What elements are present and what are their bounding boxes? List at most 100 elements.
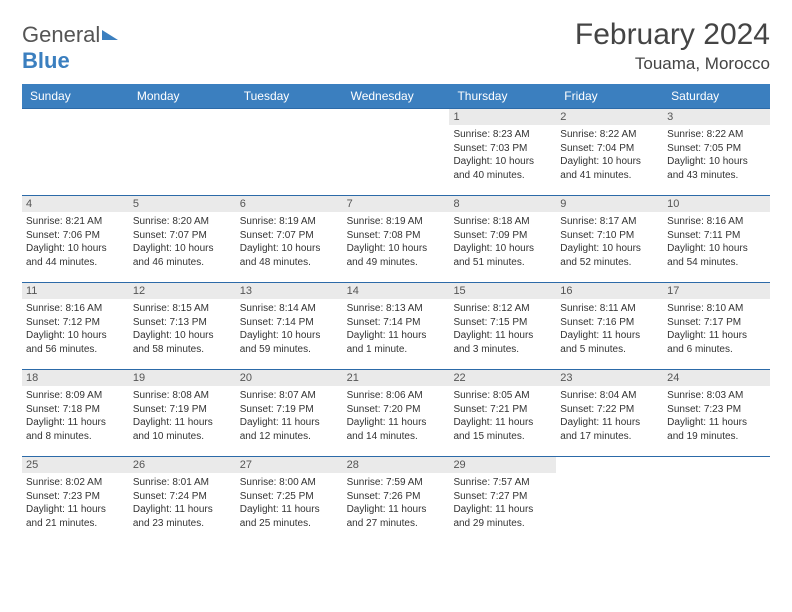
page-title: February 2024 — [575, 18, 770, 52]
page-subtitle: Touama, Morocco — [575, 54, 770, 74]
daylight-text: Daylight: 10 hours and 56 minutes. — [26, 329, 125, 356]
sunrise-text: Sunrise: 8:22 AM — [667, 128, 766, 142]
sunrise-text: Sunrise: 8:12 AM — [453, 302, 552, 316]
calendar-table: Sunday Monday Tuesday Wednesday Thursday… — [22, 84, 770, 543]
sunset-text: Sunset: 7:07 PM — [240, 229, 339, 243]
daylight-text: Daylight: 11 hours and 21 minutes. — [26, 503, 125, 530]
sunset-text: Sunset: 7:03 PM — [453, 142, 552, 156]
day-number: 16 — [556, 283, 663, 299]
daylight-text: Daylight: 10 hours and 43 minutes. — [667, 155, 766, 182]
calendar-day-cell — [663, 457, 770, 543]
day-number — [236, 109, 343, 125]
sunset-text: Sunset: 7:17 PM — [667, 316, 766, 330]
day-number: 1 — [449, 109, 556, 125]
calendar-day-cell: 7Sunrise: 8:19 AMSunset: 7:08 PMDaylight… — [343, 196, 450, 282]
day-details: Sunrise: 8:21 AMSunset: 7:06 PMDaylight:… — [22, 212, 129, 275]
sunset-text: Sunset: 7:18 PM — [26, 403, 125, 417]
day-number: 21 — [343, 370, 450, 386]
sunset-text: Sunset: 7:09 PM — [453, 229, 552, 243]
calendar-day-cell: 12Sunrise: 8:15 AMSunset: 7:13 PMDayligh… — [129, 283, 236, 369]
sunset-text: Sunset: 7:10 PM — [560, 229, 659, 243]
calendar-day-cell: 1 Sunrise: 8:23 AMSunset: 7:03 PMDaylight… — [449, 109, 556, 195]
day-details: Sunrise: 8:16 AMSunset: 7:12 PMDaylight:… — [22, 299, 129, 362]
day-number: 15 — [449, 283, 556, 299]
sunrise-text: Sunrise: 8:23 AM — [453, 128, 552, 142]
sunset-text: Sunset: 7:23 PM — [26, 490, 125, 504]
sunset-text: Sunset: 7:26 PM — [347, 490, 446, 504]
calendar-day-cell: 28Sunrise: 7:59 AMSunset: 7:26 PMDayligh… — [343, 457, 450, 543]
weekday-header: Friday — [556, 84, 663, 108]
day-details: Sunrise: 8:20 AMSunset: 7:07 PMDaylight:… — [129, 212, 236, 275]
day-number: 12 — [129, 283, 236, 299]
sunrise-text: Sunrise: 7:57 AM — [453, 476, 552, 490]
calendar-day-cell: 10Sunrise: 8:16 AMSunset: 7:11 PMDayligh… — [663, 196, 770, 282]
calendar-day-cell: 3Sunrise: 8:22 AMSunset: 7:05 PMDaylight… — [663, 109, 770, 195]
brand-text: General Blue — [22, 22, 118, 74]
calendar-day-cell: 18Sunrise: 8:09 AMSunset: 7:18 PMDayligh… — [22, 370, 129, 456]
calendar-day-cell: 2Sunrise: 8:22 AMSunset: 7:04 PMDaylight… — [556, 109, 663, 195]
day-number: 28 — [343, 457, 450, 473]
sunrise-text: Sunrise: 8:02 AM — [26, 476, 125, 490]
sunrise-text: Sunrise: 8:01 AM — [133, 476, 232, 490]
sunrise-text: Sunrise: 8:11 AM — [560, 302, 659, 316]
sunrise-text: Sunrise: 8:17 AM — [560, 215, 659, 229]
sunset-text: Sunset: 7:27 PM — [453, 490, 552, 504]
sunset-text: Sunset: 7:14 PM — [347, 316, 446, 330]
daylight-text: Daylight: 11 hours and 15 minutes. — [453, 416, 552, 443]
day-details: Sunrise: 8:00 AMSunset: 7:25 PMDaylight:… — [236, 473, 343, 536]
day-details: Sunrise: 8:08 AMSunset: 7:19 PMDaylight:… — [129, 386, 236, 449]
calendar-day-cell: 20Sunrise: 8:07 AMSunset: 7:19 PMDayligh… — [236, 370, 343, 456]
sunset-text: Sunset: 7:19 PM — [240, 403, 339, 417]
sunrise-text: Sunrise: 8:21 AM — [26, 215, 125, 229]
sunset-text: Sunset: 7:23 PM — [667, 403, 766, 417]
calendar-day-cell — [236, 109, 343, 195]
calendar-day-cell — [556, 457, 663, 543]
day-number: 26 — [129, 457, 236, 473]
daylight-text: Daylight: 11 hours and 29 minutes. — [453, 503, 552, 530]
sunset-text: Sunset: 7:11 PM — [667, 229, 766, 243]
daylight-text: Daylight: 11 hours and 8 minutes. — [26, 416, 125, 443]
day-details: Sunrise: 8:17 AMSunset: 7:10 PMDaylight:… — [556, 212, 663, 275]
sunset-text: Sunset: 7:15 PM — [453, 316, 552, 330]
day-number: 29 — [449, 457, 556, 473]
daylight-text: Daylight: 11 hours and 25 minutes. — [240, 503, 339, 530]
sunrise-text: Sunrise: 8:13 AM — [347, 302, 446, 316]
daylight-text: Daylight: 10 hours and 46 minutes. — [133, 242, 232, 269]
day-number: 5 — [129, 196, 236, 212]
calendar-week-row: 25Sunrise: 8:02 AMSunset: 7:23 PMDayligh… — [22, 456, 770, 543]
sunrise-text: Sunrise: 8:06 AM — [347, 389, 446, 403]
daylight-text: Daylight: 10 hours and 40 minutes. — [453, 155, 552, 182]
day-details: Sunrise: 8:07 AMSunset: 7:19 PMDaylight:… — [236, 386, 343, 449]
day-details: Sunrise: 8:05 AMSunset: 7:21 PMDaylight:… — [449, 386, 556, 449]
daylight-text: Daylight: 11 hours and 27 minutes. — [347, 503, 446, 530]
day-details: Sunrise: 8:22 AMSunset: 7:05 PMDaylight:… — [663, 125, 770, 188]
day-number: 20 — [236, 370, 343, 386]
brand-part2: Blue — [22, 48, 70, 73]
daylight-text: Daylight: 11 hours and 6 minutes. — [667, 329, 766, 356]
sunrise-text: Sunrise: 8:07 AM — [240, 389, 339, 403]
calendar-day-cell: 8Sunrise: 8:18 AMSunset: 7:09 PMDaylight… — [449, 196, 556, 282]
calendar-week-row: 18Sunrise: 8:09 AMSunset: 7:18 PMDayligh… — [22, 369, 770, 456]
sunrise-text: Sunrise: 8:20 AM — [133, 215, 232, 229]
day-details: Sunrise: 7:57 AMSunset: 7:27 PMDaylight:… — [449, 473, 556, 536]
day-details: Sunrise: 8:03 AMSunset: 7:23 PMDaylight:… — [663, 386, 770, 449]
day-details: Sunrise: 8:10 AMSunset: 7:17 PMDaylight:… — [663, 299, 770, 362]
calendar-day-cell: 27Sunrise: 8:00 AMSunset: 7:25 PMDayligh… — [236, 457, 343, 543]
day-number: 4 — [22, 196, 129, 212]
day-number: 18 — [22, 370, 129, 386]
daylight-text: Daylight: 11 hours and 3 minutes. — [453, 329, 552, 356]
calendar-day-cell: 13Sunrise: 8:14 AMSunset: 7:14 PMDayligh… — [236, 283, 343, 369]
daylight-text: Daylight: 11 hours and 23 minutes. — [133, 503, 232, 530]
calendar-day-cell: 6Sunrise: 8:19 AMSunset: 7:07 PMDaylight… — [236, 196, 343, 282]
calendar-week-row: 4Sunrise: 8:21 AMSunset: 7:06 PMDaylight… — [22, 195, 770, 282]
sunset-text: Sunset: 7:08 PM — [347, 229, 446, 243]
day-details: Sunrise: 8:19 AMSunset: 7:08 PMDaylight:… — [343, 212, 450, 275]
daylight-text: Daylight: 10 hours and 48 minutes. — [240, 242, 339, 269]
title-block: February 2024 Touama, Morocco — [575, 18, 770, 74]
day-details: Sunrise: 8:19 AMSunset: 7:07 PMDaylight:… — [236, 212, 343, 275]
calendar-day-cell: 11Sunrise: 8:16 AMSunset: 7:12 PMDayligh… — [22, 283, 129, 369]
sunset-text: Sunset: 7:16 PM — [560, 316, 659, 330]
calendar-day-cell: 14Sunrise: 8:13 AMSunset: 7:14 PMDayligh… — [343, 283, 450, 369]
day-number: 7 — [343, 196, 450, 212]
sunrise-text: Sunrise: 8:08 AM — [133, 389, 232, 403]
